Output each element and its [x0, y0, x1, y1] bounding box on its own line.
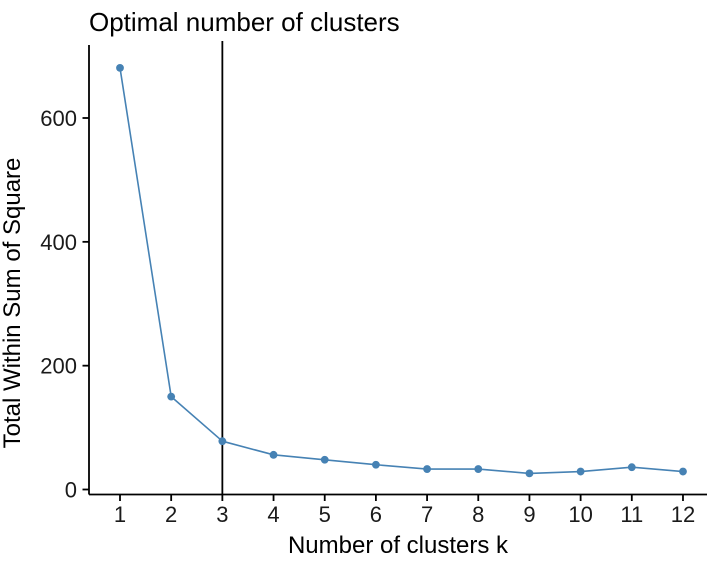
data-point	[679, 467, 687, 476]
x-tick-label: 4	[267, 502, 279, 527]
x-tick-label: 5	[319, 502, 331, 527]
x-tick-label: 8	[472, 502, 484, 527]
y-tick-label: 400	[40, 230, 77, 255]
y-tick-label: 0	[65, 478, 77, 503]
y-tick-label: 200	[40, 354, 77, 379]
x-tick-label: 9	[523, 502, 535, 527]
y-axis-title: Total Within Sum of Square	[0, 158, 26, 449]
x-tick-label: 3	[216, 502, 228, 527]
chart-title: Optimal number of clusters	[89, 7, 400, 37]
data-point	[423, 465, 431, 473]
x-tick-label: 7	[421, 502, 433, 527]
data-point	[167, 392, 176, 401]
wss-line	[119, 67, 684, 475]
x-tick-label: 10	[568, 502, 592, 527]
x-tick-label: 2	[165, 502, 177, 527]
data-point	[269, 450, 278, 459]
data-point	[627, 463, 636, 472]
x-tick-label: 1	[114, 502, 126, 527]
y-tick-label: 600	[40, 106, 77, 131]
data-point	[576, 467, 585, 476]
data-point	[218, 437, 227, 446]
data-point	[474, 465, 483, 473]
data-point	[116, 63, 124, 72]
x-tick-label: 11	[620, 502, 643, 527]
data-point	[525, 469, 534, 478]
data-point	[320, 455, 329, 464]
data-point	[372, 460, 380, 469]
x-tick-label: 12	[671, 502, 695, 527]
x-tick-label: 6	[370, 502, 382, 527]
x-axis-title: Number of clusters k	[288, 532, 509, 559]
